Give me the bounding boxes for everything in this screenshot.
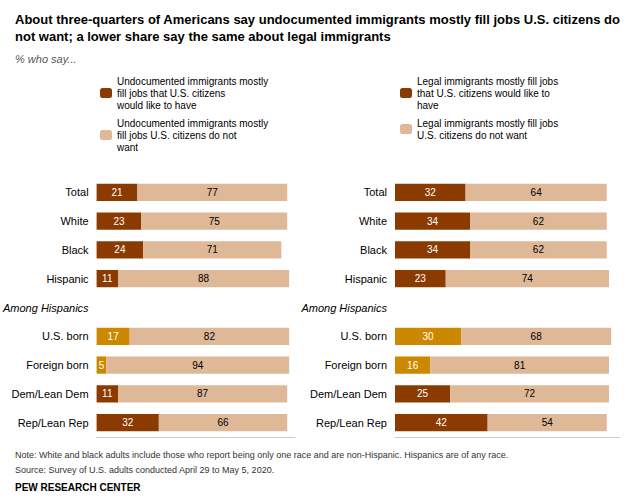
svg-text:Undocumented immigrants mostly: Undocumented immigrants mostly	[117, 76, 271, 87]
svg-text:Black: Black	[360, 244, 387, 256]
svg-text:Note: White and black adults i: Note: White and black adults include tho…	[15, 450, 508, 460]
svg-text:Among Hispanics: Among Hispanics	[2, 302, 89, 314]
svg-text:Foreign born: Foreign born	[26, 359, 88, 371]
svg-text:11: 11	[102, 388, 113, 399]
svg-text:16: 16	[407, 360, 419, 371]
svg-text:64: 64	[531, 187, 543, 198]
svg-text:23: 23	[113, 216, 125, 227]
svg-text:Total: Total	[364, 186, 387, 198]
svg-text:34: 34	[427, 216, 439, 227]
svg-text:94: 94	[192, 360, 204, 371]
svg-text:Hispanic: Hispanic	[345, 273, 388, 285]
svg-text:23: 23	[415, 273, 427, 284]
svg-text:72: 72	[524, 388, 536, 399]
svg-text:77: 77	[207, 187, 219, 198]
svg-text:% who say...: % who say...	[15, 53, 77, 65]
svg-text:not want; a lower share say th: not want; a lower share say the same abo…	[15, 29, 391, 44]
svg-text:82: 82	[204, 331, 216, 342]
svg-text:62: 62	[533, 216, 545, 227]
svg-text:Total: Total	[65, 186, 88, 198]
svg-text:5: 5	[99, 360, 105, 371]
svg-text:32: 32	[425, 187, 437, 198]
svg-text:Rep/Lean Rep: Rep/Lean Rep	[316, 417, 387, 429]
svg-text:Legal immigrants mostly fill j: Legal immigrants mostly fill jobs	[417, 76, 561, 87]
svg-text:25: 25	[417, 388, 429, 399]
svg-text:42: 42	[436, 417, 448, 428]
svg-text:fill jobs U.S. citizens do not: fill jobs U.S. citizens do not	[117, 130, 239, 141]
svg-text:that U.S. citizens would like: that U.S. citizens would like to	[417, 88, 553, 99]
svg-text:Source: Survey of U.S. adults: Source: Survey of U.S. adults conducted …	[15, 465, 274, 475]
svg-text:Black: Black	[62, 244, 89, 256]
svg-text:PEW RESEARCH CENTER: PEW RESEARCH CENTER	[15, 482, 141, 493]
svg-text:White: White	[359, 215, 387, 227]
svg-text:66: 66	[217, 417, 229, 428]
svg-text:Among Hispanics: Among Hispanics	[300, 302, 387, 314]
svg-text:32: 32	[122, 417, 134, 428]
svg-text:71: 71	[207, 244, 219, 255]
svg-text:68: 68	[531, 331, 543, 342]
svg-text:have: have	[417, 100, 439, 111]
svg-text:U.S. born: U.S. born	[42, 330, 88, 342]
svg-text:30: 30	[423, 331, 435, 342]
svg-text:88: 88	[198, 273, 210, 284]
svg-text:34: 34	[427, 244, 439, 255]
svg-text:Dem/Lean Dem: Dem/Lean Dem	[12, 388, 89, 400]
svg-text:11: 11	[102, 273, 113, 284]
svg-text:81: 81	[514, 360, 526, 371]
svg-text:Dem/Lean Dem: Dem/Lean Dem	[310, 388, 387, 400]
svg-text:17: 17	[108, 331, 120, 342]
svg-text:Hispanic: Hispanic	[46, 273, 89, 285]
svg-text:About three-quarters of Americ: About three-quarters of Americans say un…	[15, 12, 623, 27]
svg-text:Legal immigrants mostly fill j: Legal immigrants mostly fill jobs	[417, 118, 561, 129]
svg-text:would like to have: would like to have	[116, 100, 197, 111]
svg-text:75: 75	[209, 216, 221, 227]
svg-text:U.S. citizens do not want: U.S. citizens do not want	[417, 130, 527, 141]
svg-text:24: 24	[114, 244, 126, 255]
svg-text:54: 54	[542, 417, 554, 428]
svg-text:U.S. born: U.S. born	[341, 330, 387, 342]
svg-text:want: want	[116, 142, 138, 153]
svg-text:Rep/Lean Rep: Rep/Lean Rep	[18, 417, 89, 429]
svg-text:62: 62	[533, 244, 545, 255]
svg-text:Foreign born: Foreign born	[325, 359, 387, 371]
svg-text:White: White	[60, 215, 88, 227]
svg-text:Undocumented immigrants mostly: Undocumented immigrants mostly	[117, 118, 271, 129]
svg-text:21: 21	[111, 187, 123, 198]
svg-text:fill jobs that U.S. citizens: fill jobs that U.S. citizens	[117, 88, 228, 99]
svg-text:74: 74	[522, 273, 534, 284]
svg-text:87: 87	[197, 388, 209, 399]
